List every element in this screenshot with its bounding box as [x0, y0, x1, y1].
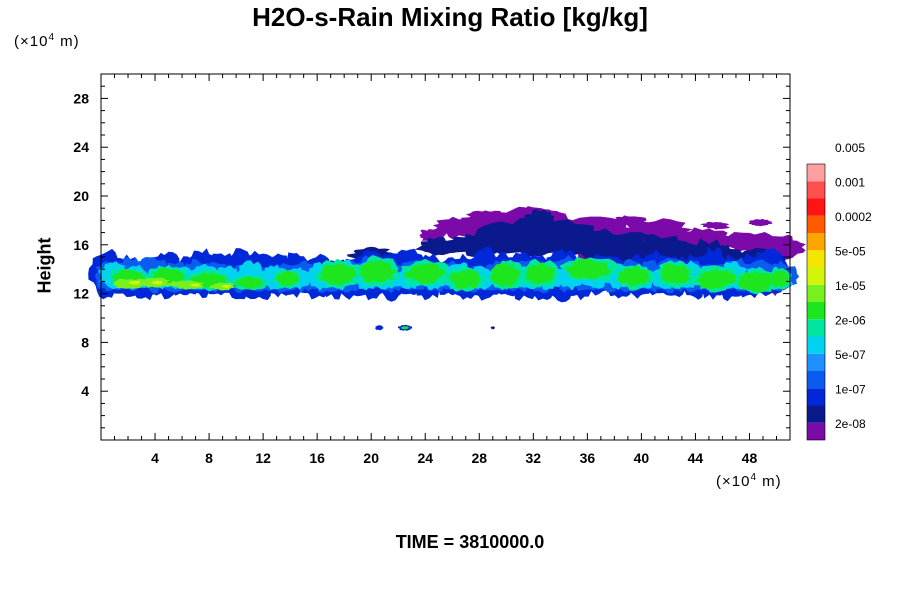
- field-contour-1e-05: [234, 276, 266, 289]
- field-contour-2e-08: [610, 215, 647, 226]
- y-tick-label: 16: [73, 237, 89, 253]
- colorbar-label: 2e-06: [835, 313, 866, 327]
- colorbar-frame: [806, 163, 826, 441]
- field-contour-5e-05: [222, 284, 232, 288]
- colorbar-swatch: [807, 198, 825, 216]
- field-contour-1e-05: [275, 270, 299, 286]
- colorbar-label: 2e-08: [835, 417, 866, 431]
- colorbar: 2e-08 1e-07 5e-07 2e-06 1e-05 5e-05 0.0002 0.00…: [806, 141, 872, 441]
- colorbar-swatch: [807, 405, 825, 423]
- colorbar-label: 0.005: [835, 141, 865, 155]
- time-label: TIME = 3810000.0: [395, 532, 545, 552]
- field-contour-5e-05: [151, 280, 164, 285]
- field-contour-1e-05: [448, 269, 482, 290]
- field-contour-1e-05: [524, 262, 556, 284]
- mixing-ratio-field: [88, 206, 806, 331]
- colorbar-swatch: [807, 319, 825, 337]
- x-tick-label: 8: [205, 450, 213, 466]
- field-contour-1e-07: [414, 236, 462, 256]
- colorbar-swatch: [807, 233, 825, 251]
- field-contour-1e-05: [403, 263, 446, 285]
- x-unit-label: (×104 m): [716, 472, 782, 490]
- field-contour-2e-08: [465, 210, 509, 226]
- field-contour-1e-05: [167, 281, 183, 287]
- field-contour-1e-05: [319, 263, 358, 286]
- colorbar-swatch: [807, 267, 825, 285]
- colorbar-label: 1e-07: [835, 382, 866, 396]
- field-contour-5e-05: [127, 280, 141, 285]
- field-contour-2e-08: [748, 218, 773, 227]
- colorbar-swatch: [807, 388, 825, 406]
- field-contour-1e-07: [572, 228, 649, 266]
- field-contour-1e-05: [737, 270, 774, 292]
- field-contour-1e-05: [490, 263, 521, 288]
- colorbar-label: 0.0002: [835, 210, 872, 224]
- x-tick-label: 32: [526, 450, 542, 466]
- y-tick-label: 28: [73, 90, 89, 106]
- field-contour-1e-07: [521, 209, 556, 232]
- x-tick-label: 44: [688, 450, 704, 466]
- isolated-cell: [375, 325, 384, 331]
- field-contour-1e-05: [617, 265, 651, 287]
- colorbar-swatch: [807, 353, 825, 371]
- y-tick-label: 24: [73, 139, 89, 155]
- x-tick-label: 24: [417, 450, 433, 466]
- x-tick-label: 36: [580, 450, 596, 466]
- y-tick-label: 8: [81, 334, 89, 350]
- y-unit-label: (×104 m): [14, 32, 80, 50]
- colorbar-swatch: [807, 284, 825, 302]
- field-contour-1e-05: [358, 260, 398, 283]
- field-contour-5e-05: [190, 283, 201, 287]
- colorbar-swatch: [807, 181, 825, 199]
- colorbar-swatch: [807, 164, 825, 182]
- y-tick-label: 12: [73, 286, 89, 302]
- y-tick-label: 4: [81, 383, 89, 399]
- isolated-cell: [490, 326, 496, 330]
- x-tick-label: 28: [471, 450, 487, 466]
- x-tick-label: 16: [309, 450, 325, 466]
- field-contour-1e-05: [660, 263, 691, 284]
- field-contour-1e-07: [447, 233, 511, 258]
- x-tick-label: 40: [634, 450, 650, 466]
- y-axis: 4 8 12 16 20 24 28: [73, 85, 790, 429]
- colorbar-swatch: [807, 250, 825, 268]
- x-tick-label: 12: [255, 450, 271, 466]
- x-axis: 4 8 12 16 20 24 28 32 36 40 44 48: [114, 74, 777, 466]
- x-tick-label: 20: [363, 450, 379, 466]
- field-contour-1e-05: [695, 268, 736, 290]
- colorbar-label: 0.001: [835, 175, 865, 189]
- colorbar-label: 1e-05: [835, 279, 866, 293]
- isolated-cell: [400, 326, 410, 330]
- colorbar-swatch: [807, 215, 825, 233]
- y-tick-label: 20: [73, 188, 89, 204]
- x-tick-label: 4: [151, 450, 159, 466]
- colorbar-swatch: [807, 336, 825, 354]
- colorbar-label: 5e-05: [835, 244, 866, 258]
- x-tick-label: 48: [742, 450, 758, 466]
- colorbar-swatch: [807, 371, 825, 389]
- colorbar-label: 5e-07: [835, 348, 866, 362]
- colorbar-swatch: [807, 302, 825, 320]
- chart-title: H2O-s-Rain Mixing Ratio [kg/kg]: [252, 2, 648, 32]
- field-contour-1e-05: [565, 258, 613, 280]
- colorbar-swatch: [807, 422, 825, 440]
- field-contour-2e-08: [699, 221, 730, 230]
- field-contour-1e-05: [767, 270, 790, 289]
